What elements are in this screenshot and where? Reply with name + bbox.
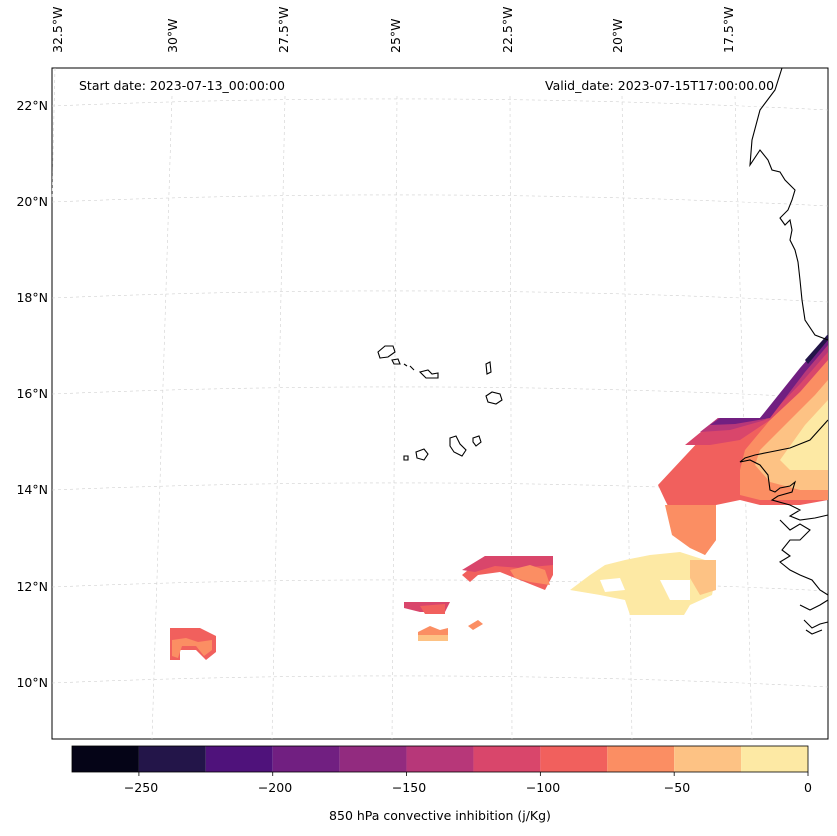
colorbar-tick-label: −200 xyxy=(257,780,293,795)
colorbar xyxy=(71,745,809,776)
colorbar-swatch xyxy=(272,746,340,772)
colorbar-tick-label: −50 xyxy=(663,780,691,795)
colorbar-frame xyxy=(71,745,809,773)
lat-label: 14°N xyxy=(16,482,48,497)
gridline-lon-22.5 xyxy=(509,95,513,740)
gridline-lat-22 xyxy=(51,98,829,111)
colorbar-tick-label: −250 xyxy=(123,780,159,795)
cin-contours xyxy=(170,334,828,660)
coastline-africa xyxy=(749,67,829,341)
contour-band-neg250-neg200 xyxy=(805,334,828,364)
colorbar-swatch xyxy=(138,746,206,772)
gridline-lat-20 xyxy=(51,194,829,207)
islet-2 xyxy=(409,365,415,371)
contour-band-far-west-neg75 xyxy=(172,638,212,658)
colorbar-swatch xyxy=(540,746,608,772)
lon-label: 17.5°W xyxy=(721,6,736,53)
gridline-lat-18 xyxy=(51,290,829,303)
coastline-guinea xyxy=(779,519,829,635)
island-boa-vista xyxy=(485,391,503,405)
gridline-lat-16 xyxy=(51,386,829,399)
contour-band-mid3-neg75 xyxy=(468,620,483,630)
lon-label: 20°W xyxy=(610,18,625,53)
gridline-lon-25 xyxy=(391,95,398,740)
contour-band-south-neg50 xyxy=(690,560,716,595)
contour-band-west-neg75 xyxy=(510,565,550,585)
lat-label: 12°N xyxy=(16,579,48,594)
contour-hole-3 xyxy=(600,578,625,592)
contour-band-mid2-neg50 xyxy=(418,635,448,641)
island-fogo xyxy=(415,448,429,461)
coastlines xyxy=(377,67,829,635)
colorbar-swatch xyxy=(607,746,675,772)
contour-hole-1 xyxy=(632,550,652,555)
gridline-lon-32.5 xyxy=(51,67,56,201)
lat-label: 20°N xyxy=(16,194,48,209)
colorbar-title: 850 hPa convective inhibition (j/Kg) xyxy=(329,808,551,823)
island-maio xyxy=(472,435,482,447)
gridline-lon-30 xyxy=(151,95,173,740)
lat-label: 16°N xyxy=(16,386,48,401)
gridline-lon-27.5 xyxy=(271,95,286,740)
gridline-lat-14 xyxy=(51,482,829,495)
colorbar-swatch xyxy=(72,746,139,772)
island-sal xyxy=(485,361,492,375)
lon-label: 30°W xyxy=(165,18,180,53)
gridline-lon-20 xyxy=(621,95,633,740)
contour-band-neg25-0 xyxy=(780,400,828,470)
lon-label: 22.5°W xyxy=(500,6,515,53)
contour-band-west-neg125 xyxy=(462,556,553,572)
start-date-label: Start date: 2023-07-13_00:00:00 xyxy=(79,78,285,93)
lon-label: 27.5°W xyxy=(276,6,291,53)
lat-label: 18°N xyxy=(16,290,48,305)
lat-label: 10°N xyxy=(16,675,48,690)
contour-band-south-neg100 xyxy=(665,505,716,555)
islet-1 xyxy=(403,363,408,367)
island-santo-antao xyxy=(377,345,396,359)
coastline-senegal xyxy=(739,419,829,521)
lat-label: 22°N xyxy=(16,98,48,113)
map-frame xyxy=(51,67,829,740)
valid-date-label: Valid_date: 2023-07-15T17:00:00.00 xyxy=(545,78,775,93)
gridline-lat-10 xyxy=(51,675,829,688)
lon-label: 25°W xyxy=(388,18,403,53)
island-sao-nicolau xyxy=(418,369,439,379)
island-santiago xyxy=(449,435,467,457)
island-sao-vicente xyxy=(391,358,401,365)
contour-hole-2 xyxy=(660,580,690,600)
colorbar-swatch xyxy=(205,746,273,772)
colorbar-swatch xyxy=(406,746,474,772)
colorbar-tick-label: −100 xyxy=(525,780,561,795)
gridline-lon-17.5 xyxy=(734,95,753,740)
colorbar-swatch xyxy=(339,746,407,772)
colorbar-tick-label: 0 xyxy=(804,780,812,795)
colorbar-swatch xyxy=(473,746,541,772)
contour-band-mid-neg100 xyxy=(420,604,445,614)
contour-band-neg200-neg150 xyxy=(710,336,828,425)
colorbar-tick-label: −150 xyxy=(391,780,427,795)
lon-label: 32.5°W xyxy=(50,6,65,53)
gridlines xyxy=(51,67,829,740)
colorbar-swatch xyxy=(674,746,742,772)
island-brava xyxy=(403,455,409,461)
colorbar-swatch xyxy=(741,746,808,772)
gridline-lat-12 xyxy=(51,579,829,592)
